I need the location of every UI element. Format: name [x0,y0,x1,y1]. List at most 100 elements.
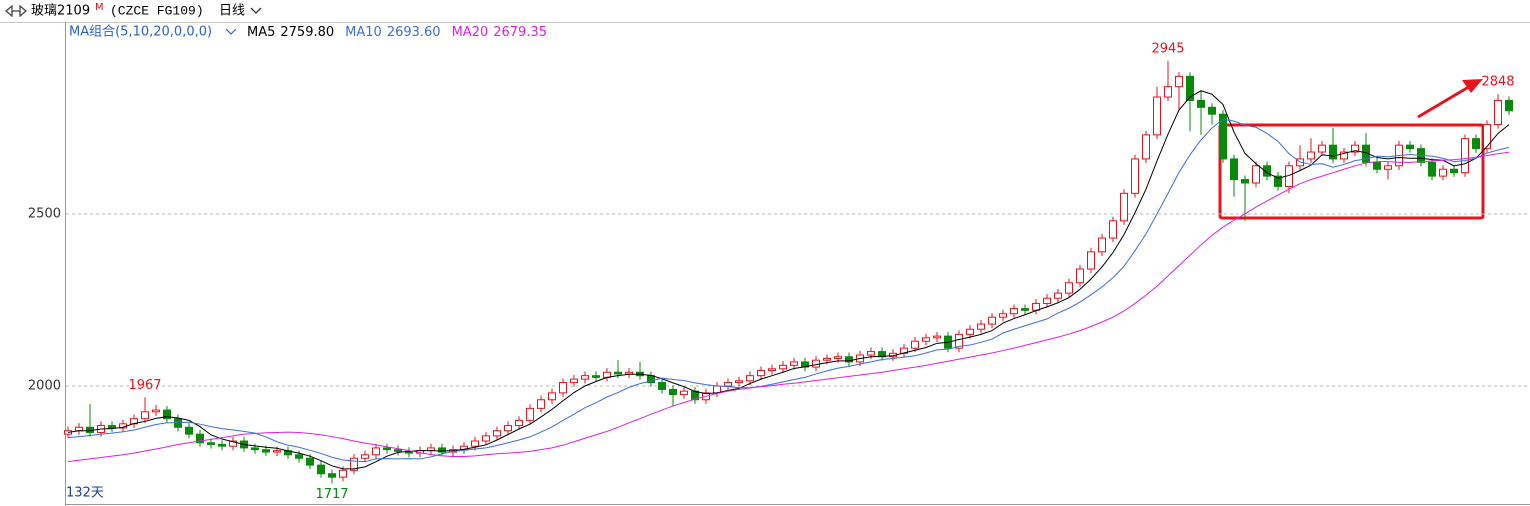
low-label: 1717 [315,487,348,502]
candle-body [1461,138,1469,174]
switch-icon[interactable] [4,4,28,18]
candle-body [1054,292,1062,299]
candle-body [350,457,358,471]
candle-body [1131,158,1139,194]
candle-body [1032,302,1040,311]
candle-body [867,351,875,356]
candle-body [141,411,149,420]
high-label: 2945 [1151,41,1184,56]
candle-body [1494,99,1502,126]
candle-body [383,447,391,451]
candle-body [966,328,974,335]
candle-body [317,464,325,475]
candle-body [1219,113,1227,160]
candle-body [394,449,402,452]
candle-body [1186,75,1194,101]
candle-body [1098,237,1106,253]
candle-body [614,371,622,375]
candle-body [1230,158,1238,181]
candle-body [163,409,171,420]
candle-body [933,335,941,339]
candle-body [812,359,820,368]
candle-body [196,433,204,444]
high-label: 2848 [1481,75,1514,90]
candle-body [548,392,556,401]
legend-entry: MA5 2759.80 [247,25,334,40]
candle-body [658,382,666,390]
legend-name: MA5 [247,25,275,40]
candle-body [262,449,270,453]
candle-body [746,375,754,382]
ma-line [67,118,1510,463]
candle-body [1175,75,1183,88]
candle-body [273,450,281,453]
candle-body [1274,175,1282,187]
main-contract-mark: M [95,2,104,13]
candle-body [1263,165,1271,177]
high-label: 1967 [128,378,161,393]
candle-body [1329,144,1337,160]
candle-body [581,375,589,380]
legend-entry: MA10 2693.60 [345,25,440,40]
candle-body [526,407,534,421]
candle-body [1087,251,1095,270]
candle-body [724,382,732,387]
candle-body [493,430,501,437]
candle-body [504,425,512,432]
candle-body [922,337,930,342]
candle-body [306,457,314,466]
candle-body [680,390,688,396]
candle-body [1241,179,1249,184]
candle-body [1450,168,1458,174]
candle-body [1439,168,1447,177]
candle-body [1483,124,1491,150]
candle-body [768,368,776,372]
candle-body [229,440,237,447]
legend-name: MA20 [452,25,489,40]
header-bar [0,0,1530,22]
instrument-code: (CZCE FG109) [110,3,204,18]
candle-body [1252,165,1260,184]
candle-body [438,447,446,453]
candle-body [75,426,83,432]
candle-body [592,375,600,378]
candle-body [537,399,545,409]
period-selector[interactable]: 日线 [219,4,245,19]
legend-value: 2693.60 [387,25,441,40]
instrument-name: 玻璃2109 [31,4,90,19]
candle-body [1340,151,1348,160]
candle-body [911,340,919,349]
y-tick-label: 2000 [28,378,61,393]
highlight-box [1218,123,1485,220]
candle-body [1384,165,1392,170]
y-tick-label: 2500 [28,206,61,221]
candle-body [361,454,369,459]
candle-body [1164,86,1172,98]
candle-body [834,356,842,359]
candle-body [251,447,259,451]
candle-body [1505,99,1513,112]
candle-body [1318,144,1326,153]
candle-body [207,442,215,445]
legend-value: 2679.35 [493,25,547,40]
indicator-label[interactable]: MA组合(5,10,20,0,0,0) [69,25,212,40]
candle-body [1472,138,1480,150]
candle-body [559,382,567,394]
candle-body [823,357,831,361]
candle-body [152,409,160,413]
candle-body [1043,297,1051,304]
candle-body [999,313,1007,318]
ma-line [67,90,1510,470]
candle-body [570,378,578,384]
candle-body [1197,99,1205,108]
candle-body [1208,106,1216,115]
candle-body [1109,220,1117,239]
candle-body [1142,134,1150,160]
candle-body [471,440,479,447]
candle-body [625,371,633,375]
period-caret[interactable] [250,7,262,14]
candle-body [1428,161,1436,177]
indicator-caret[interactable] [225,28,237,35]
legend-value: 2759.80 [280,25,334,40]
